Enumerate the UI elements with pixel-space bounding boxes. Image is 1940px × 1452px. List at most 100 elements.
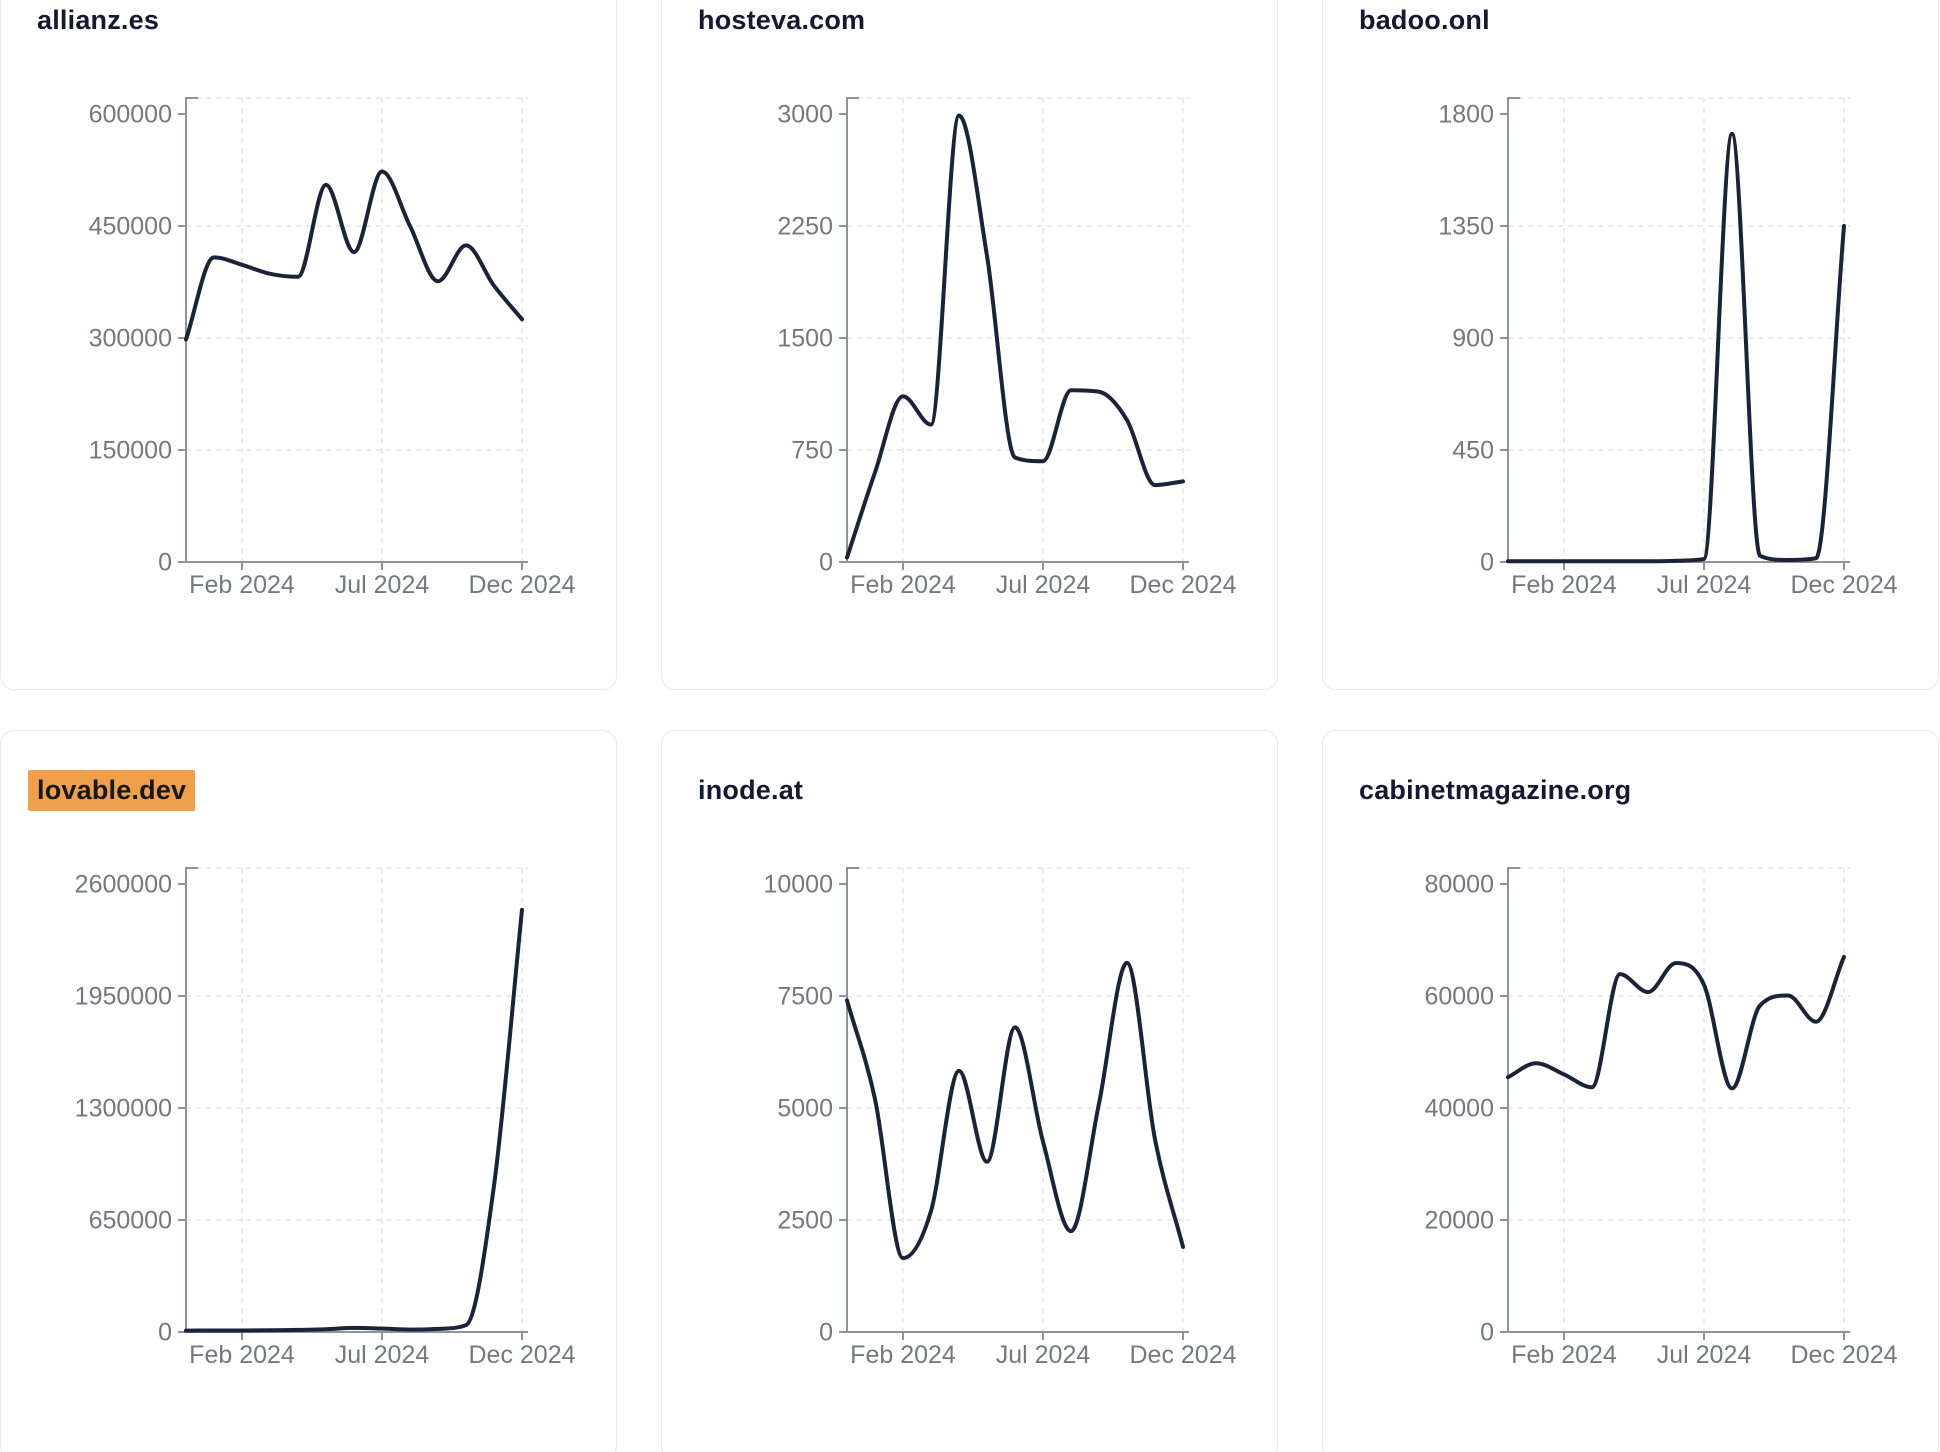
gridlines — [847, 97, 1189, 562]
y-tick-label: 1950000 — [75, 983, 172, 1011]
data-line — [845, 113, 1185, 560]
y-axis-tick-labels: 0 20000 40000 60000 80000 — [1424, 871, 1494, 1347]
chart-card: badoo.onl 0 450 900 1350 1800 Feb 2024 Jul 202… — [1322, 0, 1939, 690]
x-tick-label: Dec 2024 — [468, 1341, 575, 1369]
x-tick-label: Feb 2024 — [850, 1341, 956, 1369]
y-tick-label: 40000 — [1424, 1095, 1494, 1123]
y-tick-label: 300000 — [89, 325, 172, 353]
chart-title: inode.at — [698, 775, 803, 806]
y-axis-tick-labels: 0 650000 1300000 1950000 2600000 — [75, 871, 172, 1347]
x-axis-tick-labels: Feb 2024 Jul 2024 Dec 2024 — [1511, 1341, 1897, 1369]
x-tick-label: Jul 2024 — [335, 571, 430, 599]
y-tick-label: 0 — [1480, 1319, 1494, 1347]
x-tick-label: Feb 2024 — [850, 571, 956, 599]
chart-card: inode.at 0 2500 5000 7500 10000 Feb 2024 Jul 2… — [661, 730, 1278, 1452]
x-tick-label: Jul 2024 — [996, 1341, 1091, 1369]
chart-title-text: hosteva.com — [698, 5, 866, 35]
y-tick-label: 650000 — [89, 1207, 172, 1235]
chart-title: cabinetmagazine.org — [1359, 775, 1631, 806]
x-tick-label: Dec 2024 — [1790, 571, 1897, 599]
y-tick-label: 2600000 — [75, 871, 172, 899]
y-tick-label: 600000 — [89, 101, 172, 129]
y-tick-label: 3000 — [777, 101, 833, 129]
axes — [839, 97, 1189, 570]
data-line — [1506, 954, 1846, 1091]
data-line — [184, 907, 524, 1333]
x-axis-tick-labels: Feb 2024 Jul 2024 Dec 2024 — [850, 1341, 1236, 1369]
x-tick-label: Feb 2024 — [1511, 571, 1617, 599]
x-tick-label: Feb 2024 — [1511, 1341, 1617, 1369]
axes — [1500, 97, 1850, 570]
y-tick-label: 20000 — [1424, 1207, 1494, 1235]
y-tick-label: 0 — [819, 549, 833, 577]
y-tick-label: 150000 — [89, 437, 172, 465]
y-tick-label: 0 — [819, 1319, 833, 1347]
y-tick-label: 2250 — [777, 213, 833, 241]
x-axis-tick-labels: Feb 2024 Jul 2024 Dec 2024 — [1511, 571, 1897, 599]
y-tick-label: 1300000 — [75, 1095, 172, 1123]
chart-card: lovable.dev 0 650000 1300000 1950000 2600000… — [0, 730, 617, 1452]
y-tick-label: 5000 — [777, 1095, 833, 1123]
chart-card: hosteva.com 0 750 1500 2250 3000 Feb 2024 Jul … — [661, 0, 1278, 690]
y-tick-label: 1800 — [1438, 101, 1494, 129]
chart-card: cabinetmagazine.org 0 20000 40000 60000 8000… — [1322, 730, 1939, 1452]
axes — [178, 867, 528, 1340]
x-axis-tick-labels: Feb 2024 Jul 2024 Dec 2024 — [189, 1341, 575, 1369]
gridlines — [847, 867, 1189, 1332]
y-axis-tick-labels: 0 750 1500 2250 3000 — [777, 101, 833, 577]
y-tick-label: 900 — [1452, 325, 1494, 353]
x-tick-label: Dec 2024 — [1129, 571, 1236, 599]
data-line — [184, 169, 524, 342]
y-tick-label: 10000 — [763, 871, 833, 899]
chart-title: badoo.onl — [1359, 5, 1490, 36]
chart-title-text: inode.at — [698, 775, 804, 805]
chart-title: hosteva.com — [698, 5, 865, 36]
y-axis-tick-labels: 0 150000 300000 450000 600000 — [89, 101, 172, 577]
chart-title-text: badoo.onl — [1359, 5, 1490, 35]
y-axis-tick-labels: 0 2500 5000 7500 10000 — [763, 871, 833, 1347]
line-chart: 0 20000 40000 60000 80000 Feb 2024 Jul 2024 Dec… — [1424, 867, 1898, 1369]
line-chart: 0 150000 300000 450000 600000 Feb 2024 Jul 202… — [89, 97, 576, 599]
y-tick-label: 750 — [791, 437, 833, 465]
x-tick-label: Jul 2024 — [335, 1341, 430, 1369]
gridlines — [186, 867, 528, 1332]
y-tick-label: 1500 — [777, 325, 833, 353]
y-tick-label: 1350 — [1438, 213, 1494, 241]
gridlines — [1508, 97, 1850, 562]
line-chart: 0 450 900 1350 1800 Feb 2024 Jul 2024 Dec 2024 — [1438, 97, 1898, 599]
x-tick-label: Jul 2024 — [996, 571, 1091, 599]
axes — [1500, 867, 1850, 1340]
line-chart: 0 750 1500 2250 3000 Feb 2024 Jul 2024 Dec 2024 — [777, 97, 1237, 599]
chart-title: lovable.dev — [28, 770, 196, 811]
y-axis-tick-labels: 0 450 900 1350 1800 — [1438, 101, 1494, 577]
y-tick-label: 450 — [1452, 437, 1494, 465]
line-chart: 0 650000 1300000 1950000 2600000 Feb 2024 Jul … — [75, 867, 576, 1369]
gridlines — [186, 97, 528, 562]
y-tick-label: 7500 — [777, 983, 833, 1011]
y-tick-label: 60000 — [1424, 983, 1494, 1011]
x-tick-label: Dec 2024 — [1790, 1341, 1897, 1369]
axes — [178, 97, 528, 570]
y-tick-label: 0 — [1480, 549, 1494, 577]
x-axis-tick-labels: Feb 2024 Jul 2024 Dec 2024 — [189, 571, 575, 599]
chart-title-text: lovable.dev — [28, 770, 196, 811]
y-tick-label: 450000 — [89, 213, 172, 241]
x-tick-label: Jul 2024 — [1657, 571, 1752, 599]
data-line — [845, 960, 1185, 1261]
data-line — [1506, 131, 1846, 564]
gridlines — [1508, 867, 1850, 1332]
y-tick-label: 0 — [158, 1319, 172, 1347]
chart-title-text: cabinetmagazine.org — [1359, 775, 1632, 805]
x-tick-label: Dec 2024 — [468, 571, 575, 599]
x-tick-label: Feb 2024 — [189, 1341, 295, 1369]
x-tick-label: Dec 2024 — [1129, 1341, 1236, 1369]
chart-card: allianz.es 0 150000 300000 450000 600000 Feb … — [0, 0, 617, 690]
x-axis-tick-labels: Feb 2024 Jul 2024 Dec 2024 — [850, 571, 1236, 599]
y-tick-label: 0 — [158, 549, 172, 577]
x-tick-label: Feb 2024 — [189, 571, 295, 599]
chart-title-text: allianz.es — [37, 5, 160, 35]
y-tick-label: 2500 — [777, 1207, 833, 1235]
axes — [839, 867, 1189, 1340]
line-chart: 0 2500 5000 7500 10000 Feb 2024 Jul 2024 Dec 20… — [763, 867, 1237, 1369]
